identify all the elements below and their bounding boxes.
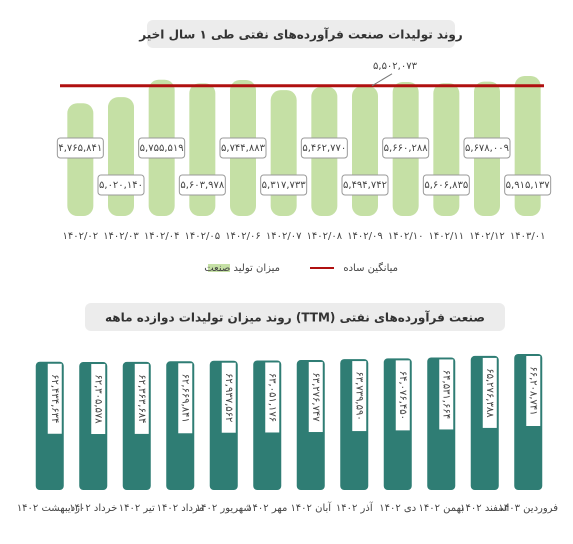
x-tick-label: بهمن ۱۴۰۲: [419, 503, 464, 514]
value-label: ۵,۴۶۲,۷۷۰: [302, 143, 346, 154]
legend-label: میانگین ساده: [343, 262, 398, 274]
x-tick-label: ۱۴۰۲/۰۴: [144, 231, 180, 242]
value-label-box: [178, 363, 193, 434]
value-label-box: [219, 137, 267, 159]
value-label: ۵,۷۵۵,۵۱۹: [140, 143, 184, 154]
x-tick-label: ۱۴۰۲/۰۸: [307, 231, 343, 242]
x-tick-label: ۱۴۰۲/۰۳: [103, 231, 139, 242]
value-label-box: [352, 361, 367, 432]
title-box: [85, 303, 505, 331]
x-tick-label: فروردین ۱۴۰۳: [499, 503, 559, 514]
value-label: ۶۲,۳۰۵,۵۷۸: [92, 374, 103, 424]
value-label: ۵,۳۱۷,۷۳۳: [262, 180, 307, 191]
value-label: ۶۴,۰۷۶,۴۵۰: [397, 371, 408, 420]
x-tick-label: اسفند ۱۴۰۲: [460, 503, 509, 514]
bar: [352, 85, 378, 216]
x-tick-label: ۱۴۰۲/۰۶: [225, 231, 261, 242]
value-label-box: [265, 362, 280, 433]
value-label: ۶۲,۳۶۳,۶۸۴: [136, 374, 147, 423]
x-tick-label: مرداد ۱۴۰۲: [157, 503, 204, 514]
value-label: ۵,۴۹۴,۷۴۲: [343, 180, 387, 191]
value-label-box: [341, 174, 389, 196]
chart-title: روند تولیدات صنعت فرآورده‌های نفتی طی ۱ …: [138, 27, 462, 43]
value-label: ۵,۶۰۶,۸۳۵: [424, 180, 468, 191]
x-tick-label: ۱۴۰۲/۱۰: [388, 231, 424, 242]
value-label: ۵,۹۱۵,۱۳۷: [506, 180, 551, 191]
x-tick-label: خرداد ۱۴۰۲: [69, 503, 117, 514]
value-label: ۵,۶۰۳,۹۷۸: [180, 180, 225, 191]
value-label: ۶۳,۷۳۹,۵۹۰: [353, 371, 364, 420]
x-tick-label: ۱۴۰۲/۰۵: [185, 231, 221, 242]
legend-swatch: [208, 264, 230, 272]
x-tick-label: شهریور ۱۴۰۲: [196, 503, 252, 514]
bar: [433, 83, 460, 216]
value-label: ۶۳,۲۷۶,۷۴۷: [310, 372, 321, 422]
x-tick-label: ۱۴۰۲/۰۲: [63, 231, 99, 242]
value-label-box: [134, 363, 149, 434]
value-label-box: [300, 137, 348, 159]
value-label: ۶۲,۴۳۴,۶۳۴: [49, 374, 60, 423]
value-label: ۵,۰۲۰,۱۴۰: [99, 180, 143, 191]
x-tick-label: دی ۱۴۰۲: [379, 503, 416, 514]
value-label: ۶۲,۶۶۹,۸۴۱: [179, 374, 190, 423]
value-label-box: [463, 137, 511, 159]
x-tick-label: اردیبهشت ۱۴۰۲: [17, 503, 83, 514]
value-label-box: [91, 364, 106, 435]
value-label-box: [178, 174, 226, 196]
value-label: ۶۳,۰۵۱,۱۷۶: [266, 373, 277, 422]
average-label: ۵,۵۰۲,۰۷۳: [373, 61, 418, 72]
value-label-box: [221, 362, 236, 433]
chart-title: روند میزان تولیدات دوازده ماهه (TTM) صنع…: [105, 310, 485, 326]
title-box: [147, 20, 455, 48]
x-tick-label: ۱۴۰۲/۰۹: [347, 231, 383, 242]
x-tick-label: آبان ۱۴۰۲: [290, 501, 332, 514]
value-label-box: [504, 174, 552, 196]
value-label-box: [422, 174, 470, 196]
value-label: ۶۲,۹۳۷,۵۶۲: [223, 373, 234, 422]
value-label-box: [56, 137, 104, 159]
value-label: ۵,۶۷۸,۰۰۹: [465, 143, 509, 154]
x-tick-label: آذر ۱۴۰۲: [336, 501, 374, 514]
value-label: ۴,۷۶۵,۸۴۱: [58, 143, 102, 154]
value-label-box: [482, 357, 497, 428]
x-tick-label: ۱۴۰۳/۰۱: [510, 231, 546, 242]
bar: [189, 83, 216, 217]
value-label-box: [439, 359, 454, 430]
value-label-box: [382, 137, 430, 159]
x-tick-label: ۱۴۰۲/۰۷: [266, 231, 302, 242]
bar: [108, 97, 134, 216]
bar: [270, 90, 297, 216]
value-label: ۶۴,۵۳۱,۶۶۴: [440, 370, 451, 419]
average-pointer: [371, 73, 393, 87]
value-label-box: [138, 137, 186, 159]
value-label-box: [395, 360, 410, 431]
value-label: ۵,۷۴۴,۸۸۳: [221, 143, 266, 154]
x-tick-label: ۱۴۰۲/۱۱: [429, 231, 465, 242]
value-label: ۶۵,۲۷۶,۳۸۸: [484, 368, 495, 418]
value-label-box: [308, 362, 323, 433]
value-label-box: [97, 174, 145, 196]
value-label: ۶۶,۲۰۸,۷۴۱: [527, 366, 538, 415]
bar: [67, 103, 94, 216]
value-label-box: [260, 174, 308, 196]
value-label-box: [47, 363, 62, 434]
legend-label: میزان تولید صنعت: [204, 263, 280, 274]
x-tick-label: ۱۴۰۲/۱۲: [469, 231, 505, 242]
value-label: ۵,۶۶۰,۲۸۸: [384, 143, 429, 154]
x-tick-label: مهر ۱۴۰۲: [247, 503, 287, 514]
x-tick-label: تیر ۱۴۰۲: [119, 503, 155, 514]
value-label-box: [526, 356, 541, 426]
